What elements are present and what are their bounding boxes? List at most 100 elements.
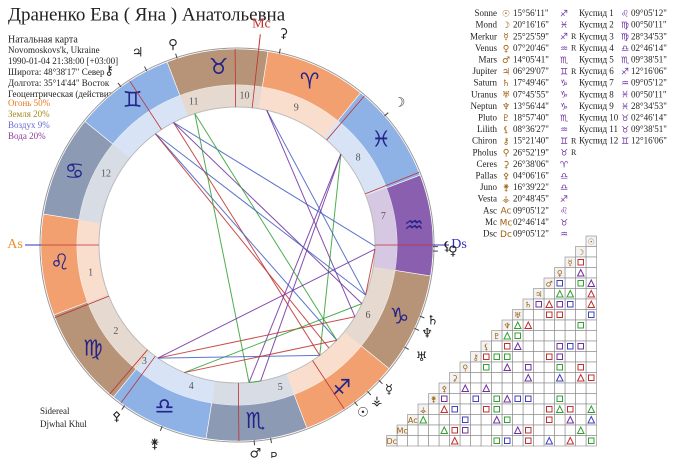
- aspect-triangle: [440, 425, 449, 434]
- grid-cell: [428, 435, 440, 447]
- cusp-sign: ♒: [621, 79, 629, 89]
- grid-planet: ⚳: [452, 374, 458, 383]
- cusp-position: 12°16'06": [631, 136, 667, 146]
- aspect-square: [567, 301, 574, 308]
- sign-glyph: ♏: [245, 409, 265, 434]
- house-number: 10: [239, 90, 249, 101]
- aspect-square: [525, 437, 532, 444]
- planet-symbol: Mc: [500, 218, 513, 228]
- planet-position: 06°29'07": [513, 66, 549, 76]
- aspect-triangle: [555, 404, 564, 413]
- cusp-position: 09°38'51": [631, 54, 667, 64]
- aspect-square: [546, 406, 553, 413]
- aspect-triangle: [587, 278, 596, 287]
- grid-cell: [575, 288, 587, 300]
- aspect-triangle: [587, 415, 596, 424]
- grid-cell: [501, 435, 513, 447]
- aspect-square: [577, 259, 584, 266]
- planet-sign: ♌: [560, 207, 568, 217]
- cusp-line: [237, 382, 240, 441]
- aspect-triangle: [513, 341, 522, 350]
- grid-cell: [543, 288, 555, 300]
- planet-symbol: ♆: [502, 102, 510, 112]
- planet-name: Lilith: [477, 124, 497, 134]
- grid-cell: [575, 414, 587, 426]
- sign-glyph: ♋: [65, 159, 85, 184]
- latitude: Широта: 48°38'17" Север: [8, 67, 105, 77]
- grid-cell: [585, 340, 597, 352]
- grid-cell: [554, 393, 566, 405]
- aspect-square: [504, 437, 511, 444]
- grid-cell: [564, 361, 576, 373]
- grid-cell: [533, 351, 545, 363]
- grid-cell: [491, 372, 503, 384]
- cusp-sign: ♍: [621, 33, 629, 43]
- grid-cell: [449, 382, 461, 394]
- cusp-position: 12°16'06": [631, 66, 667, 76]
- grid-cell: [533, 319, 545, 331]
- planet-name: Saturn: [474, 78, 498, 88]
- sign-sector: [337, 92, 421, 189]
- planet-name: Dsc: [483, 228, 497, 238]
- grid-cell: [501, 340, 513, 352]
- planet-position: 16°39'22": [513, 182, 549, 192]
- cusp-position: 28°34'53": [631, 101, 667, 111]
- planet-tick: [384, 112, 389, 117]
- grid-cell: [491, 424, 503, 436]
- grid-cell: [564, 403, 576, 415]
- planet-position: 13°56'44": [513, 101, 549, 111]
- grid-cell: [491, 403, 503, 415]
- aspect-triangle: [524, 320, 533, 329]
- grid-cell: [564, 393, 576, 405]
- grid-cell: [480, 424, 492, 436]
- grid-cell: [575, 256, 587, 268]
- grid-cell: [512, 361, 524, 373]
- planet-symbol: ☽: [502, 21, 510, 31]
- element-stat: Воздух 9%: [8, 120, 50, 130]
- grid-cell: [585, 361, 597, 373]
- house-number: 5: [278, 382, 283, 393]
- aspect-triangle: [503, 362, 512, 371]
- planet-name: Venus: [475, 43, 497, 53]
- aspect-triangle: [587, 404, 596, 413]
- grid-cell: [564, 330, 576, 342]
- aspect-line: [157, 354, 320, 359]
- grid-cell: [438, 435, 450, 447]
- grid-planet: ☿: [568, 258, 573, 267]
- planet-glyph: ☉: [357, 406, 369, 421]
- grid-cell: [533, 340, 545, 352]
- aspect-square: [577, 322, 584, 329]
- aspect-triangle: [503, 331, 512, 340]
- grid-cell: [575, 277, 587, 289]
- planet-glyph: ♄: [427, 314, 439, 329]
- grid-cell: [554, 277, 566, 289]
- grid-cell: [575, 298, 587, 310]
- grid-cell: [470, 361, 482, 373]
- planet-sign: ♈: [560, 160, 569, 170]
- grid-cell: [533, 330, 545, 342]
- aspect-line: [184, 303, 363, 374]
- aspect-square: [556, 364, 563, 371]
- cusp-label: Куспид 2: [579, 20, 614, 30]
- aspect-triangle: [587, 289, 596, 298]
- aspect-square: [588, 311, 595, 318]
- planet-sign: ♏: [560, 114, 568, 124]
- aspect-triangle: [513, 425, 522, 434]
- grid-cell: [417, 435, 429, 447]
- planet-symbol: Dc: [500, 230, 512, 240]
- grid-cell: [459, 403, 471, 415]
- planet-glyph: ⚸: [442, 239, 452, 254]
- grid-cell: [522, 330, 534, 342]
- planet-symbol: Ac: [501, 207, 512, 217]
- planet-glyph: ⚳: [279, 27, 289, 42]
- aspect-square: [525, 427, 532, 434]
- aspect-line: [248, 153, 342, 383]
- element-stat: Земля 20%: [8, 109, 50, 119]
- grid-cell: [533, 424, 545, 436]
- sign-glyph: ♎: [154, 395, 174, 420]
- aspect-square: [556, 301, 563, 308]
- grid-cell: [501, 372, 513, 384]
- planet-tick: [414, 327, 420, 331]
- axis-label: Mc: [252, 17, 271, 32]
- house-ring-sector: [344, 266, 395, 346]
